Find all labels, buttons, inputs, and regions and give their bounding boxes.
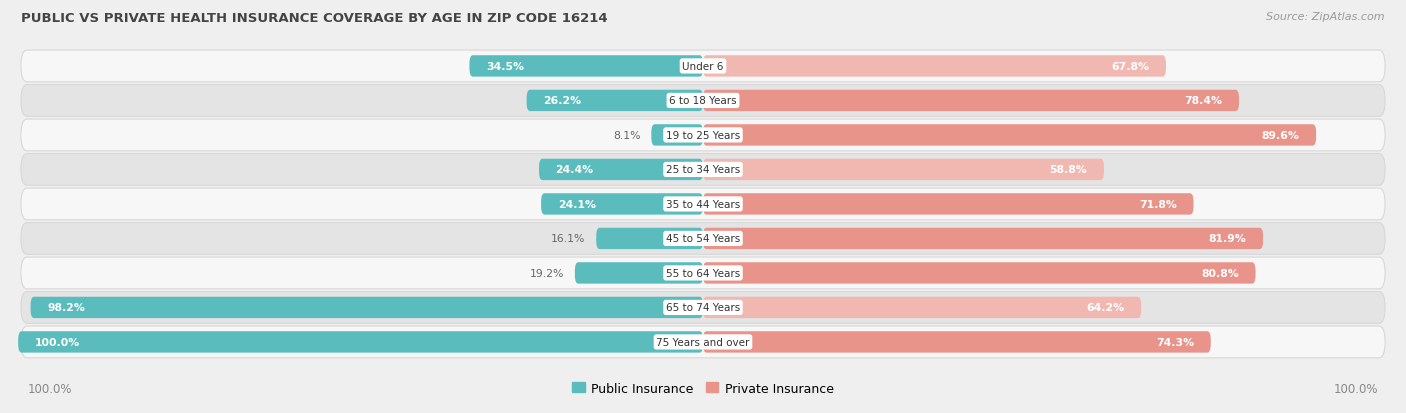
FancyBboxPatch shape bbox=[541, 194, 703, 215]
Text: PUBLIC VS PRIVATE HEALTH INSURANCE COVERAGE BY AGE IN ZIP CODE 16214: PUBLIC VS PRIVATE HEALTH INSURANCE COVER… bbox=[21, 12, 607, 25]
FancyBboxPatch shape bbox=[21, 326, 1385, 358]
Text: 81.9%: 81.9% bbox=[1209, 234, 1247, 244]
Text: 100.0%: 100.0% bbox=[1334, 382, 1378, 395]
FancyBboxPatch shape bbox=[21, 189, 1385, 220]
Text: 8.1%: 8.1% bbox=[613, 131, 640, 140]
Text: 16.1%: 16.1% bbox=[551, 234, 585, 244]
FancyBboxPatch shape bbox=[21, 257, 1385, 289]
FancyBboxPatch shape bbox=[703, 56, 1166, 78]
Text: 98.2%: 98.2% bbox=[48, 303, 84, 313]
Text: 19 to 25 Years: 19 to 25 Years bbox=[666, 131, 740, 140]
Text: 67.8%: 67.8% bbox=[1111, 62, 1150, 72]
Text: 78.4%: 78.4% bbox=[1184, 96, 1222, 106]
Text: 45 to 54 Years: 45 to 54 Years bbox=[666, 234, 740, 244]
FancyBboxPatch shape bbox=[703, 331, 1211, 353]
Text: Source: ZipAtlas.com: Source: ZipAtlas.com bbox=[1267, 12, 1385, 22]
Text: 24.4%: 24.4% bbox=[555, 165, 593, 175]
FancyBboxPatch shape bbox=[470, 56, 703, 78]
FancyBboxPatch shape bbox=[596, 228, 703, 249]
Text: 58.8%: 58.8% bbox=[1050, 165, 1087, 175]
Text: 35 to 44 Years: 35 to 44 Years bbox=[666, 199, 740, 209]
Text: 26.2%: 26.2% bbox=[543, 96, 581, 106]
FancyBboxPatch shape bbox=[703, 194, 1194, 215]
FancyBboxPatch shape bbox=[31, 297, 703, 318]
Text: Under 6: Under 6 bbox=[682, 62, 724, 72]
FancyBboxPatch shape bbox=[21, 154, 1385, 186]
Text: 64.2%: 64.2% bbox=[1087, 303, 1125, 313]
Text: 25 to 34 Years: 25 to 34 Years bbox=[666, 165, 740, 175]
Text: 55 to 64 Years: 55 to 64 Years bbox=[666, 268, 740, 278]
Text: 75 Years and over: 75 Years and over bbox=[657, 337, 749, 347]
Text: 100.0%: 100.0% bbox=[35, 337, 80, 347]
FancyBboxPatch shape bbox=[703, 263, 1256, 284]
FancyBboxPatch shape bbox=[21, 292, 1385, 323]
FancyBboxPatch shape bbox=[21, 51, 1385, 83]
FancyBboxPatch shape bbox=[21, 120, 1385, 152]
Text: 100.0%: 100.0% bbox=[28, 382, 72, 395]
Text: 65 to 74 Years: 65 to 74 Years bbox=[666, 303, 740, 313]
Text: 89.6%: 89.6% bbox=[1261, 131, 1299, 140]
FancyBboxPatch shape bbox=[703, 90, 1239, 112]
Text: 80.8%: 80.8% bbox=[1201, 268, 1239, 278]
Text: 6 to 18 Years: 6 to 18 Years bbox=[669, 96, 737, 106]
Legend: Public Insurance, Private Insurance: Public Insurance, Private Insurance bbox=[567, 377, 839, 399]
FancyBboxPatch shape bbox=[18, 331, 703, 353]
FancyBboxPatch shape bbox=[575, 263, 703, 284]
FancyBboxPatch shape bbox=[703, 297, 1142, 318]
FancyBboxPatch shape bbox=[21, 85, 1385, 117]
Text: 71.8%: 71.8% bbox=[1139, 199, 1177, 209]
Text: 24.1%: 24.1% bbox=[558, 199, 596, 209]
FancyBboxPatch shape bbox=[703, 159, 1104, 181]
FancyBboxPatch shape bbox=[527, 90, 703, 112]
Text: 74.3%: 74.3% bbox=[1156, 337, 1194, 347]
Text: 34.5%: 34.5% bbox=[486, 62, 524, 72]
FancyBboxPatch shape bbox=[21, 223, 1385, 255]
Text: 19.2%: 19.2% bbox=[530, 268, 564, 278]
FancyBboxPatch shape bbox=[703, 228, 1263, 249]
FancyBboxPatch shape bbox=[651, 125, 703, 146]
FancyBboxPatch shape bbox=[538, 159, 703, 181]
FancyBboxPatch shape bbox=[703, 125, 1316, 146]
